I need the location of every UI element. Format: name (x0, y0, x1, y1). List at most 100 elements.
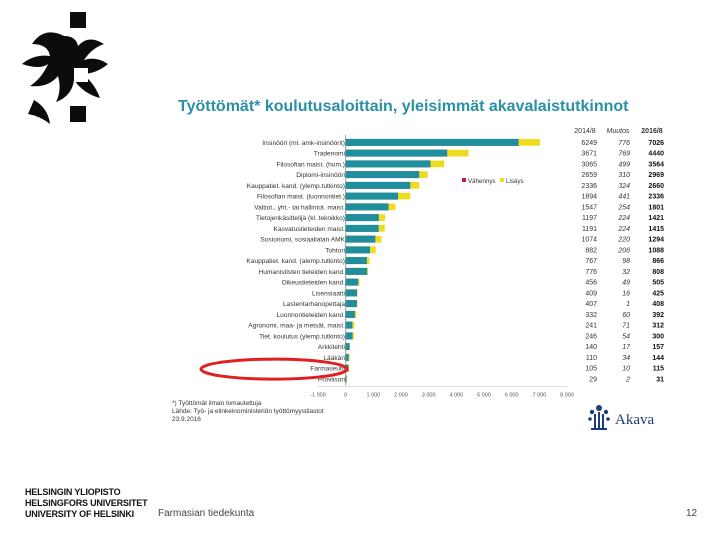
value-2014: 1894 (581, 194, 597, 201)
value-2016: 2336 (648, 194, 664, 201)
bar-base (345, 138, 519, 146)
value-2016: 31 (656, 376, 664, 383)
legend-swatch-decrease (462, 178, 466, 182)
page-number: 12 (686, 508, 698, 519)
category-label: Valtiot., yht.- tai hallintot. maist. (254, 204, 345, 211)
column-header: 2016/8 (641, 128, 663, 135)
value-2014: 1547 (581, 204, 597, 211)
category-label: Tiet. koulutus (ylemp.tutkinto) (259, 333, 345, 340)
value-2014: 1197 (582, 215, 597, 222)
footnote-line: 23.9.2016 (172, 416, 201, 423)
value-2016: 392 (652, 312, 664, 319)
value-2014: 1074 (581, 237, 597, 244)
bar-increase (366, 257, 370, 264)
value-2014: 2659 (581, 172, 597, 179)
bar-increase (370, 246, 376, 254)
value-change: 54 (622, 333, 630, 340)
value-2014: 140 (585, 344, 597, 351)
highlight-ellipse (199, 357, 349, 381)
value-change: 16 (622, 290, 630, 297)
bar-base (345, 192, 399, 200)
category-label: Kasvatustieteiden maist. (274, 226, 346, 233)
bar-base (345, 332, 353, 340)
footer-text: Farmasian tiedekunta (158, 508, 255, 519)
category-label: Proviisori (318, 376, 346, 383)
bar-base (345, 203, 389, 211)
x-tick-label: 3 000 (422, 392, 436, 398)
bar-increase (518, 139, 541, 146)
bar-base (345, 300, 358, 308)
bar-increase (388, 203, 396, 211)
value-2016: 425 (652, 290, 664, 297)
value-change: 206 (617, 247, 630, 254)
bar-base (345, 214, 379, 222)
category-label: Agronomi, maa- ja metsät. maist. (248, 323, 345, 330)
value-2016: 808 (652, 269, 664, 276)
bar-base (345, 160, 431, 168)
column-header: Muutos (607, 128, 630, 135)
value-2014: 246 (585, 333, 597, 340)
x-tick-label: 8 000 (560, 392, 574, 398)
x-tick-label: 4 000 (449, 392, 463, 398)
bar-base (345, 224, 379, 232)
value-2014: 110 (586, 355, 597, 362)
value-2014: 241 (585, 323, 597, 330)
x-tick-label: -1 000 (310, 392, 326, 398)
bar-base (345, 257, 368, 265)
value-change: 60 (622, 312, 630, 319)
value-change: 224 (617, 226, 630, 233)
value-change: 17 (622, 344, 631, 351)
bar-base (345, 310, 356, 318)
value-2014: 409 (585, 290, 597, 297)
footnote-line: Lähde: Työ- ja elinkeinoministeriön työt… (172, 408, 324, 415)
x-tick-label: 7 000 (532, 392, 546, 398)
bar-increase (375, 235, 382, 243)
value-2016: 1294 (648, 237, 664, 244)
value-change: 1 (626, 301, 630, 308)
value-2014: 407 (585, 301, 597, 308)
footnote-line: *) Työttömät ilman lomautettuja (172, 400, 262, 407)
x-tick-label: 1 000 (366, 392, 380, 398)
value-2014: 6249 (581, 140, 597, 147)
category-label: Kauppatiet. kand. (alemp.tutkinto) (246, 258, 345, 265)
value-2014: 456 (585, 280, 597, 287)
category-label: Sosionomi, sosiaalialan AMK (260, 237, 345, 244)
category-label: Diplomi-insinööri (296, 172, 345, 179)
value-2014: 882 (585, 247, 597, 254)
value-change: 98 (622, 258, 630, 265)
category-label: Arkkitehti (318, 344, 346, 351)
value-2016: 7026 (648, 140, 664, 147)
value-2016: 408 (652, 301, 664, 308)
x-tick-label: 6 000 (505, 392, 519, 398)
value-2016: 144 (652, 355, 664, 362)
category-label: Farmaseutti (310, 366, 345, 373)
value-2016: 505 (652, 280, 664, 287)
category-label: Filosofian maist. (hum.) (276, 161, 345, 168)
value-2014: 2336 (581, 183, 597, 190)
bar-increase (356, 289, 358, 297)
category-label: Oikeustieteiden kand. (282, 280, 346, 287)
bar-increase (419, 171, 428, 178)
bar-base (345, 289, 358, 297)
x-tick-label: 0 (344, 392, 347, 398)
bar-increase (378, 225, 385, 232)
category-label: Lastentarhanopettaja (283, 301, 345, 308)
column-header: 2014/8 (574, 128, 596, 135)
legend-label: Vähennys (468, 178, 496, 185)
value-change: 324 (618, 183, 630, 190)
value-2016: 2969 (648, 172, 664, 179)
value-2016: 115 (653, 366, 664, 373)
bar-base (345, 171, 420, 179)
category-label: Tohtori (325, 247, 345, 254)
category-label: Tietojenkäsittelijä (kl. teknikko) (256, 215, 345, 222)
value-2016: 1801 (648, 204, 664, 211)
chart-title: Työttömät* koulutusaloittain, yleisimmät… (178, 98, 629, 115)
bar-increase (352, 332, 354, 340)
value-2016: 4440 (648, 151, 664, 158)
value-2016: 157 (652, 344, 664, 351)
value-change: 310 (618, 172, 630, 179)
value-change: 769 (618, 151, 630, 158)
value-2016: 1421 (648, 215, 664, 222)
bar-increase (346, 375, 347, 383)
